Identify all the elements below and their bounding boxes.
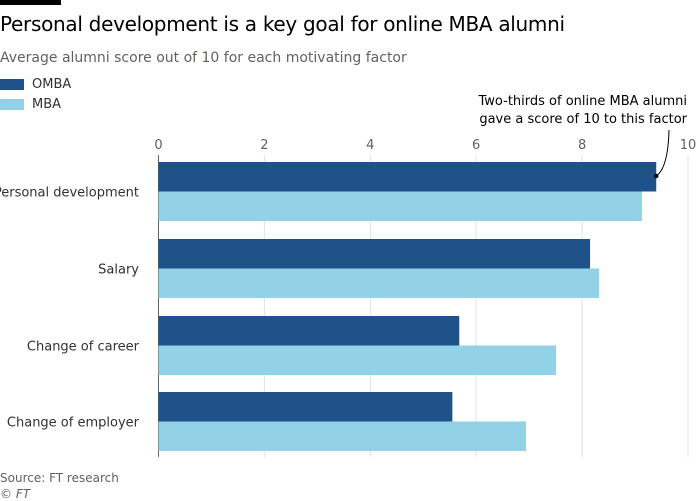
legend-label-omba: OMBA [32,77,72,92]
x-tick-label: 10 [680,138,697,153]
copyright: © FT [0,487,31,501]
category-label: Change of career [27,340,140,355]
x-tick-label: 4 [366,138,374,153]
x-tick-label: 2 [260,138,268,153]
annotation-text: Two-thirds of online MBA alumni [478,94,687,109]
bar-omba [158,239,591,269]
bar-mba [158,345,557,375]
legend-item-omba: OMBA [0,77,71,92]
bar-omba [158,392,453,422]
bar-mba [158,421,526,451]
category-label: Salary [98,263,139,278]
x-tick-label: 0 [154,138,162,153]
x-tick-label: 8 [578,138,586,153]
category-label: Personal development [0,186,139,201]
annotation-text: gave a score of 10 to this factor [479,112,687,127]
source-note: Source: FT research [0,471,119,485]
bar-mba [158,191,642,221]
annotation-dot [654,173,659,179]
annotation-leader [655,129,670,177]
chart-title: Personal development is a key goal for o… [0,12,565,36]
bar-mba [158,268,600,298]
legend-swatch-mba [0,99,24,110]
ft-top-bar [0,0,61,5]
x-tick-label: 6 [472,138,480,153]
legend-item-mba: MBA [0,97,61,112]
bar-omba [158,316,460,346]
category-label: Change of employer [7,416,140,431]
chart-subtitle: Average alumni score out of 10 for each … [0,50,407,66]
legend-swatch-omba [0,79,24,90]
legend-label-mba: MBA [32,97,62,112]
bar-omba [158,162,657,192]
